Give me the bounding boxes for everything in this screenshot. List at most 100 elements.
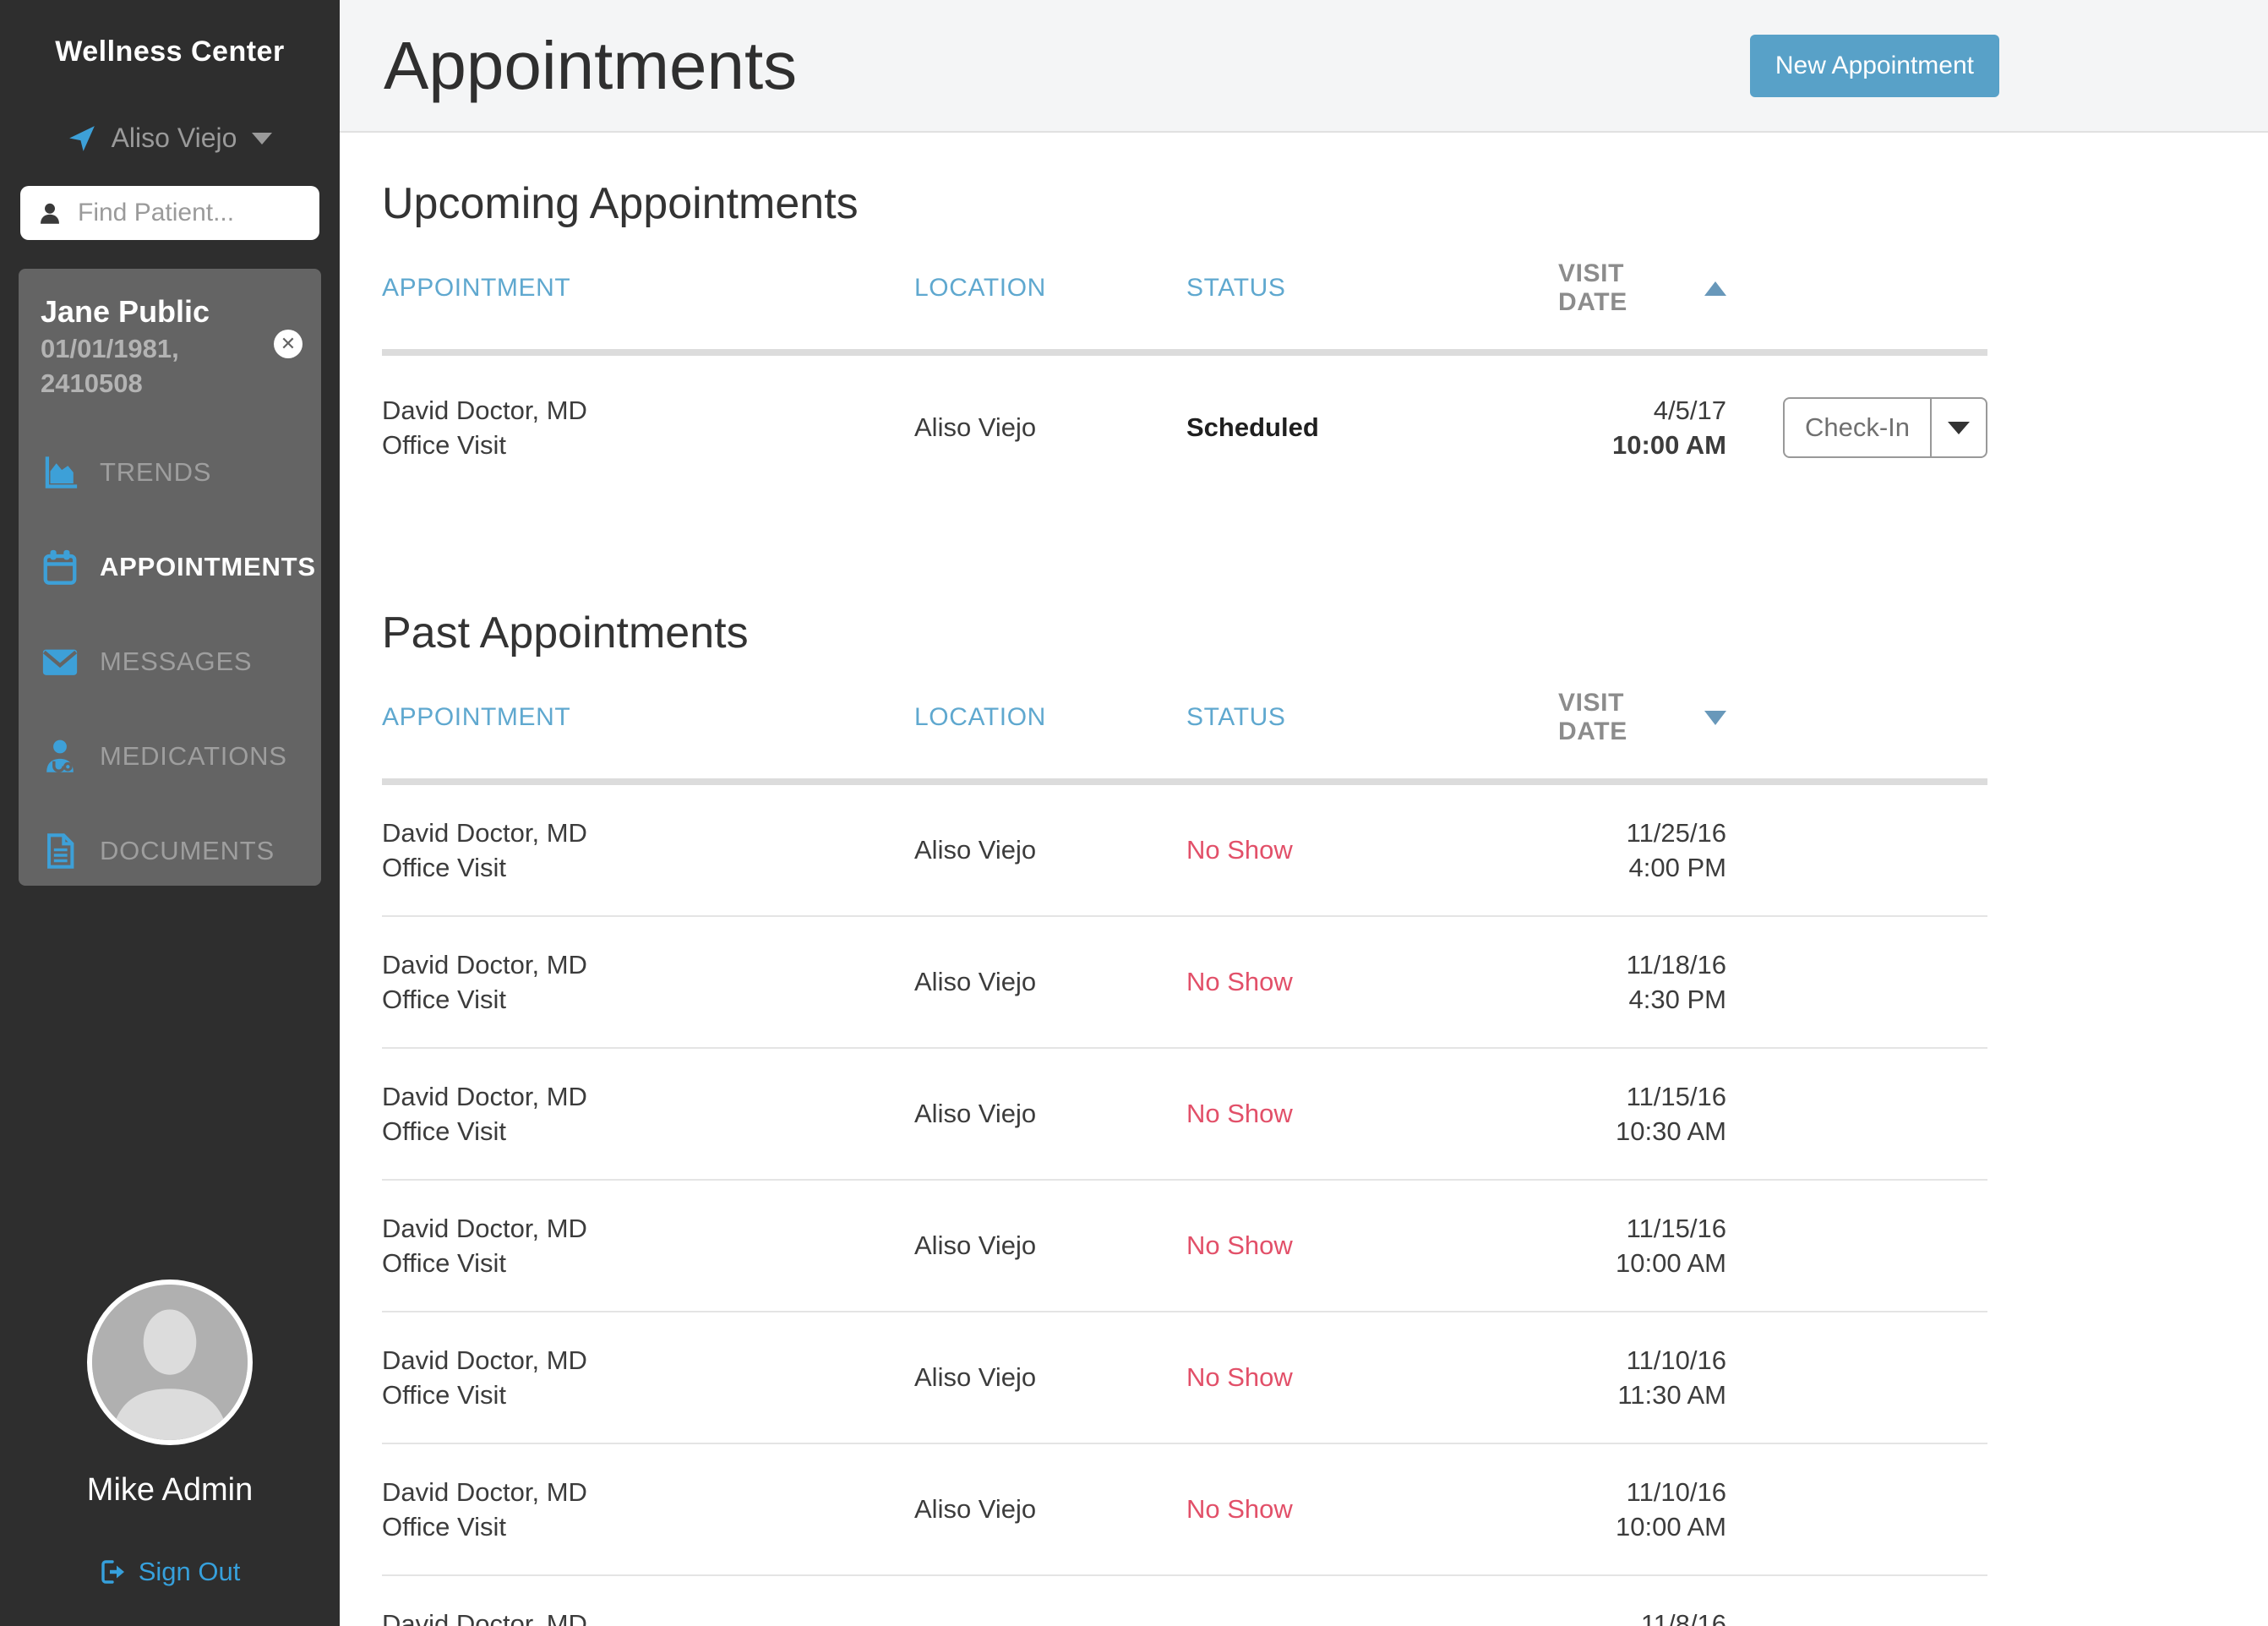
table-row[interactable]: David Doctor, MD Office Visit Aliso Viej…: [382, 785, 1987, 917]
visit-date-cell: 11/15/16 10:00 AM: [1558, 1211, 1726, 1280]
sidebar-item-medications[interactable]: MEDICATIONS: [41, 730, 299, 783]
visit-date-cell: 11/18/16 4:30 PM: [1558, 947, 1726, 1017]
patient-record-id: 2410508: [41, 368, 143, 398]
visit-date-cell: 11/25/16 4:00 PM: [1558, 816, 1726, 885]
sort-asc-icon: [1704, 281, 1726, 296]
table-row[interactable]: David Doctor, MD Office Visit Aliso Viej…: [382, 356, 1987, 510]
sidebar-item-label: DOCUMENTS: [100, 836, 275, 865]
table-row[interactable]: David Doctor, MD Office Visit Aliso Viej…: [382, 917, 1987, 1049]
provider-name: David Doctor, MD: [382, 1345, 587, 1375]
sign-out-label: Sign Out: [138, 1557, 241, 1586]
column-header-status[interactable]: STATUS: [1186, 274, 1286, 302]
status-badge: No Show: [1186, 967, 1293, 996]
check-in-button[interactable]: Check-In: [1785, 399, 1932, 456]
visit-type: Office Visit: [382, 1380, 507, 1410]
column-header-appointment[interactable]: APPOINTMENT: [382, 703, 571, 731]
past-heading: Past Appointments: [382, 608, 749, 657]
visit-date-cell: 4/5/17 10:00 AM: [1558, 393, 1726, 462]
sidebar-item-trends[interactable]: TRENDS: [41, 446, 299, 499]
search-input[interactable]: [78, 199, 404, 227]
status-badge: No Show: [1186, 835, 1293, 865]
column-header-visit-date[interactable]: VISIT DATE: [1558, 689, 1726, 746]
user-name: Mike Admin: [86, 1472, 254, 1508]
visit-time: 4:00 PM: [1628, 853, 1726, 882]
page-title: Appointments: [384, 27, 798, 103]
visit-date: 11/8/16: [1640, 1609, 1726, 1626]
visit-date-label: VISIT DATE: [1558, 689, 1627, 745]
visit-date-cell: 11/10/16 11:30 AM: [1558, 1343, 1726, 1412]
visit-type: Office Visit: [382, 853, 507, 882]
sidebar-item-appointments[interactable]: APPOINTMENTS: [41, 541, 315, 593]
patient-card: Jane Public 01/01/1981, 2410508 ✕ TRENDS: [19, 269, 321, 886]
patient-dob: 01/01/1981,: [41, 334, 179, 363]
sidebar-item-documents[interactable]: DOCUMENTS: [41, 825, 299, 877]
sidebar-item-label: APPOINTMENTS: [100, 552, 316, 581]
upcoming-heading: Upcoming Appointments: [382, 179, 859, 228]
location-arrow-icon: [68, 125, 95, 151]
doctor-icon: [41, 737, 79, 776]
visit-time: 4:30 PM: [1628, 985, 1726, 1014]
visit-date: 4/5/17: [1653, 396, 1726, 425]
table-row[interactable]: David Doctor, MD Office Visit Aliso Viej…: [382, 1049, 1987, 1181]
provider-name: David Doctor, MD: [382, 1477, 587, 1507]
location-selector[interactable]: Aliso Viejo: [0, 123, 340, 154]
location-cell: Aliso Viejo: [914, 1494, 1037, 1524]
location-cell: Aliso Viejo: [914, 967, 1037, 996]
sidebar-item-messages[interactable]: MESSAGES: [41, 636, 299, 688]
sidebar-item-label: MESSAGES: [100, 647, 253, 676]
visit-type: Office Visit: [382, 430, 507, 460]
column-header-visit-date[interactable]: VISIT DATE: [1558, 259, 1726, 317]
visit-time: 10:00 AM: [1612, 430, 1726, 460]
table-row[interactable]: David Doctor, MD Office Visit Aliso Viej…: [382, 1576, 1987, 1626]
upcoming-table-header: APPOINTMENT LOCATION STATUS VISIT DATE: [382, 259, 1987, 317]
location-cell: Aliso Viejo: [914, 1099, 1037, 1128]
column-header-appointment[interactable]: APPOINTMENT: [382, 274, 571, 302]
sidebar: Wellness Center Aliso Viejo Jane Public …: [0, 0, 404, 1626]
sidebar-item-label: MEDICATIONS: [100, 741, 287, 771]
visit-type: Office Visit: [382, 1248, 507, 1278]
visit-date: 11/10/16: [1626, 1345, 1726, 1375]
visit-date-cell: 11/8/16 10:00 AM: [1558, 1607, 1726, 1626]
sidebar-menu: TRENDS APPOINTMENTS: [41, 446, 315, 877]
column-header-location[interactable]: LOCATION: [914, 274, 1046, 302]
table-row[interactable]: David Doctor, MD Office Visit Aliso Viej…: [382, 1444, 1987, 1576]
visit-date: 11/18/16: [1626, 950, 1726, 979]
visit-date: 11/10/16: [1626, 1477, 1726, 1507]
avatar: [87, 1280, 253, 1445]
visit-type: Office Visit: [382, 985, 507, 1014]
check-in-dropdown-button[interactable]: [1932, 399, 1986, 456]
column-header-location[interactable]: LOCATION: [914, 703, 1046, 731]
app-brand: Wellness Center: [55, 35, 285, 68]
main-area: Appointments New Appointment Upcoming Ap…: [340, 0, 2268, 1626]
close-patient-icon[interactable]: ✕: [274, 330, 303, 358]
appointment-cell: David Doctor, MD Office Visit: [382, 1475, 914, 1544]
provider-name: David Doctor, MD: [382, 950, 587, 979]
column-header-status[interactable]: STATUS: [1186, 703, 1286, 731]
table-row[interactable]: David Doctor, MD Office Visit Aliso Viej…: [382, 1181, 1987, 1312]
page-header: Appointments New Appointment: [340, 0, 2268, 133]
visit-date: 11/25/16: [1626, 818, 1726, 848]
provider-name: David Doctor, MD: [382, 1082, 587, 1111]
appointment-cell: David Doctor, MD Office Visit: [382, 1079, 914, 1149]
visit-date-label: VISIT DATE: [1558, 259, 1627, 316]
sidebar-item-label: TRENDS: [100, 457, 212, 487]
new-appointment-button[interactable]: New Appointment: [1749, 34, 1999, 97]
patient-name: Jane Public: [41, 294, 210, 329]
sign-out-button[interactable]: Sign Out: [0, 1557, 340, 1587]
area-chart-icon: [41, 453, 79, 492]
past-appointments-section: Past Appointments APPOINTMENT LOCATION S…: [382, 608, 1987, 1626]
location-cell: Aliso Viejo: [914, 835, 1037, 865]
past-table-header: APPOINTMENT LOCATION STATUS VISIT DATE: [382, 689, 1987, 746]
table-row[interactable]: David Doctor, MD Office Visit Aliso Viej…: [382, 1312, 1987, 1444]
visit-date: 11/15/16: [1626, 1214, 1726, 1243]
appointment-cell: David Doctor, MD Office Visit: [382, 947, 914, 1017]
table-header-divider: [382, 349, 1987, 356]
table-header-divider: [382, 778, 1987, 785]
status-badge: Scheduled: [1186, 412, 1319, 442]
check-in-split-button: Check-In: [1783, 397, 1987, 458]
calendar-icon: [41, 548, 79, 587]
location-label: Aliso Viejo: [111, 123, 237, 153]
provider-name: David Doctor, MD: [382, 396, 587, 425]
chevron-down-icon: [1948, 421, 1970, 434]
